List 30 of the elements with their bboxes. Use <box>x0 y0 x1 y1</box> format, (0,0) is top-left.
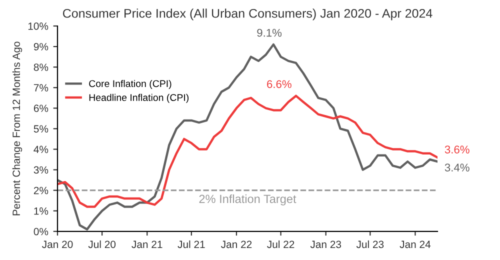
y-tick-label: 5% <box>34 125 48 133</box>
y-tick-label: 2% <box>34 186 48 194</box>
x-tick-label: Jan 21 <box>132 240 162 248</box>
y-tick-label: 0% <box>34 228 48 236</box>
x-tick-label: Jan 22 <box>221 240 252 248</box>
y-tick-label: 4% <box>34 146 48 154</box>
chart-title: Consumer Price Index (All Urban Consumers) Jan 2020 - Apr 2024 <box>62 8 432 20</box>
y-tick-label: 3% <box>34 166 48 174</box>
annotation: 6.6% <box>267 80 292 88</box>
x-tick-label: Jul 23 <box>356 240 384 248</box>
y-tick-label: 7% <box>34 84 48 92</box>
x-tick-label: Jul 22 <box>267 240 294 248</box>
y-tick-label: 6% <box>34 104 48 112</box>
ref-line-label: 2% Inflation Target <box>199 194 296 206</box>
x-tick-label: Jan 24 <box>400 240 431 248</box>
annotation: 3.6% <box>444 146 470 154</box>
y-axis-title: Percent Change From 12 Months Ago <box>12 42 22 216</box>
x-tick-label: Jul 20 <box>88 240 116 248</box>
x-tick-label: Jul 21 <box>178 240 205 248</box>
x-tick-label: Jan 20 <box>42 240 73 248</box>
y-tick-label: 9% <box>34 43 48 50</box>
legend-label: Headline Inflation (CPI) <box>89 94 189 103</box>
y-tick-label: 1% <box>34 207 48 215</box>
y-tick-label: 8% <box>34 64 48 71</box>
line-series <box>58 94 438 208</box>
x-tick-label: Jan 23 <box>310 240 342 248</box>
annotation: 3.4% <box>444 164 470 172</box>
y-tick-label: 10% <box>28 22 48 30</box>
legend-label: Core Inflation (CPI) <box>89 80 172 89</box>
annotation: 9.1% <box>257 28 282 37</box>
